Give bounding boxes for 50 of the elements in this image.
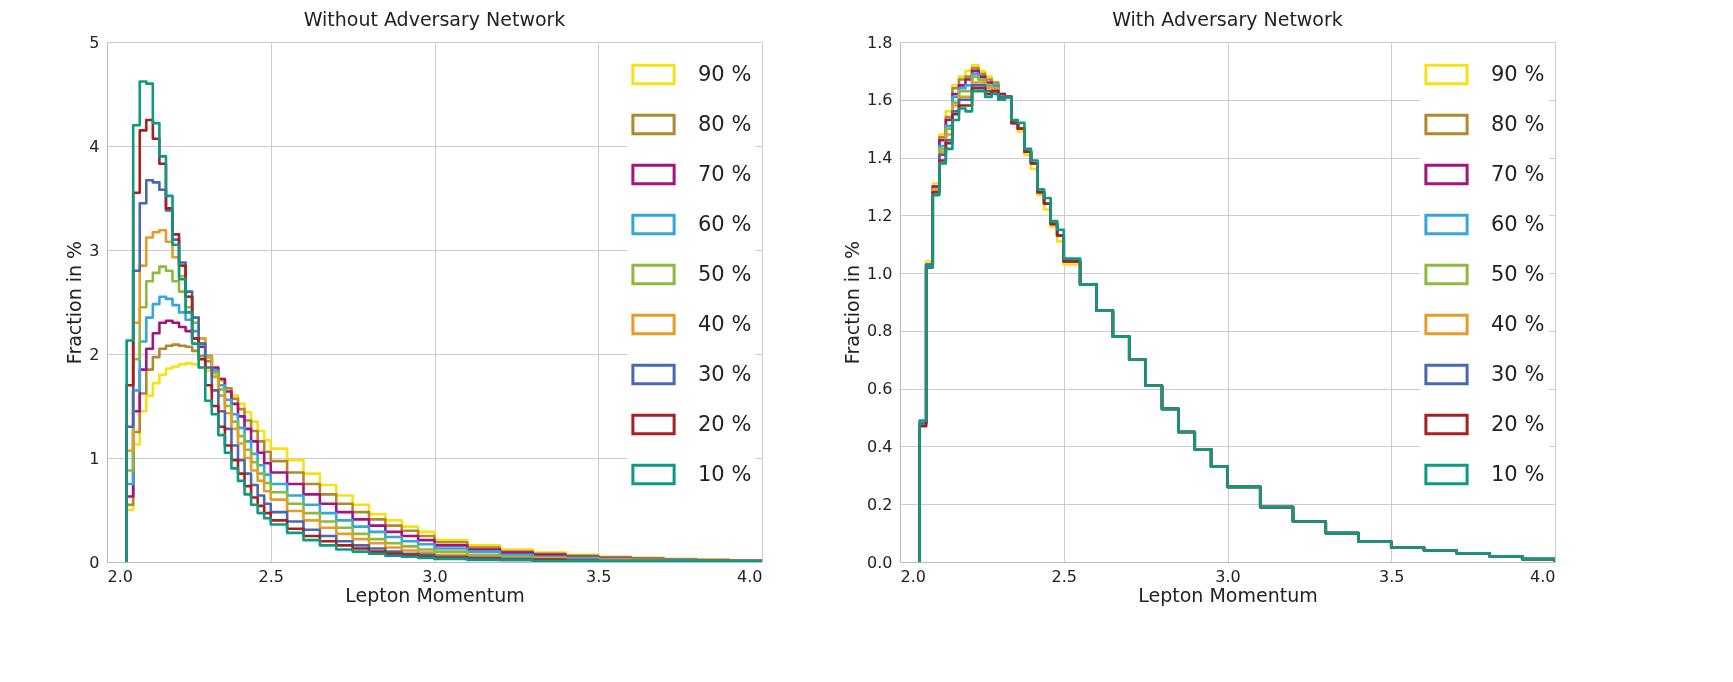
legend-label: 70 %	[698, 161, 752, 186]
legend-label: 10 %	[698, 461, 752, 486]
legend-label: 50 %	[698, 261, 752, 286]
x-tick-label: 4.0	[1530, 566, 1556, 586]
x-tick-label: 2.0	[107, 566, 133, 586]
legend-label: 90 %	[698, 61, 752, 86]
x-tick-label: 3.0	[422, 566, 448, 586]
y-tick-label: 3	[89, 240, 100, 260]
x-tick-label: 3.0	[1215, 566, 1241, 586]
legend-label: 60 %	[1491, 211, 1545, 236]
legend-label: 60 %	[698, 211, 752, 236]
x-axis-title: Lepton Momentum	[345, 583, 525, 606]
y-tick-label: 1.6	[867, 90, 893, 110]
x-tick-label: 3.5	[586, 566, 612, 586]
y-tick-label: 1.0	[867, 263, 893, 283]
legend-label: 40 %	[698, 311, 752, 336]
legend-label: 10 %	[1491, 461, 1545, 486]
legend-label: 30 %	[1491, 361, 1545, 386]
legend-label: 90 %	[1491, 61, 1545, 86]
y-tick-label: 1.4	[867, 148, 893, 168]
legend-label: 50 %	[1491, 261, 1545, 286]
y-axis-title: Fraction in %	[841, 240, 864, 365]
x-tick-label: 4.0	[737, 566, 763, 586]
legend-label: 40 %	[1491, 311, 1545, 336]
legend-label: 30 %	[698, 361, 752, 386]
legend-label: 20 %	[698, 411, 752, 436]
y-axis-title: Fraction in %	[63, 240, 86, 365]
y-tick-label: 1.8	[867, 32, 893, 52]
y-tick-label: 0.6	[867, 379, 893, 399]
y-tick-label: 1.2	[867, 205, 893, 225]
y-tick-label: 0.4	[867, 436, 893, 456]
x-tick-label: 3.5	[1379, 566, 1405, 586]
legend-label: 70 %	[1491, 161, 1545, 186]
x-axis-title: Lepton Momentum	[1138, 583, 1318, 606]
y-tick-label: 5	[89, 32, 100, 52]
y-tick-label: 4	[89, 136, 100, 156]
chart-title: With Adversary Network	[1112, 8, 1343, 30]
legend-label: 80 %	[698, 111, 752, 136]
x-tick-label: 2.5	[258, 566, 284, 586]
y-tick-label: 1	[89, 448, 100, 468]
x-tick-label: 2.5	[1051, 566, 1077, 586]
y-tick-label: 2	[89, 344, 100, 364]
y-tick-label: 0	[89, 552, 100, 572]
y-tick-label: 0.8	[867, 321, 893, 341]
y-tick-label: 0.2	[867, 494, 893, 514]
legend-label: 80 %	[1491, 111, 1545, 136]
x-tick-label: 2.0	[900, 566, 926, 586]
y-tick-label: 0.0	[867, 552, 893, 572]
chart-title: Without Adversary Network	[303, 8, 566, 30]
legend-label: 20 %	[1491, 411, 1545, 436]
